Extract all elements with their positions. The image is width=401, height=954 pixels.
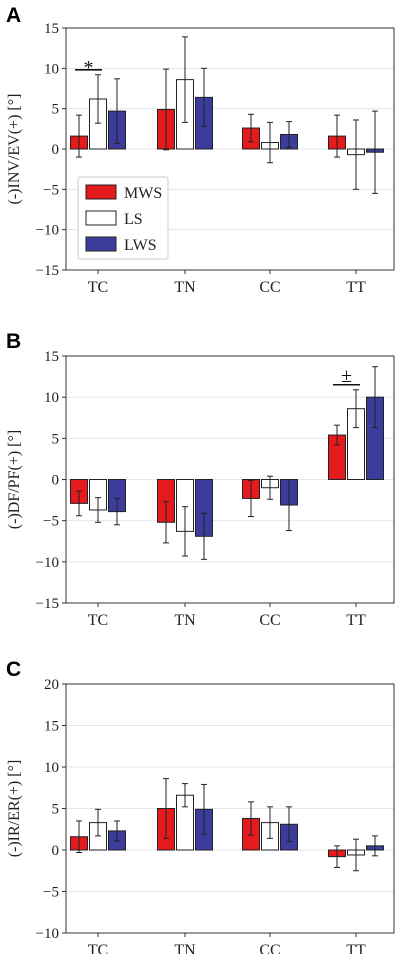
y-tick-label: −15 bbox=[36, 263, 59, 279]
legend-swatch-mws bbox=[85, 184, 117, 200]
legend-label-lws: LWS bbox=[124, 237, 157, 254]
significance-marker: ± bbox=[341, 365, 352, 387]
panel-c: C −10 −5 0 5 10 15 20 (-)IR/ER(+) [°] TC TN CC TT bbox=[6, 658, 395, 954]
x-tick-label: CC bbox=[259, 612, 280, 629]
y-tick-label: −10 bbox=[36, 926, 59, 942]
y-tick-label: 5 bbox=[52, 431, 60, 447]
y-tick-label: 15 bbox=[44, 349, 59, 365]
significance-marker: * bbox=[84, 57, 94, 79]
x-tick-label: CC bbox=[259, 942, 280, 954]
legend-label-mws: MWS bbox=[124, 185, 162, 202]
x-tick-label: TT bbox=[346, 612, 366, 629]
y-tick-label: −10 bbox=[36, 555, 59, 571]
y-tick-label: 0 bbox=[52, 142, 60, 158]
panel-b: B −15 −10 −5 0 5 10 15 (-)DF/PF(+) [°] TC TN CC TT ± bbox=[6, 330, 395, 629]
x-tick-label: TT bbox=[346, 279, 366, 296]
x-tick-label: CC bbox=[259, 279, 280, 296]
y-tick-label: −5 bbox=[43, 514, 59, 530]
y-tick-label: −10 bbox=[36, 223, 59, 239]
x-tick-label: TN bbox=[174, 279, 196, 296]
y-tick-label: −5 bbox=[43, 885, 59, 901]
panel-a: A −15 −10 −5 0 5 10 15 (-)INV/EV(+) [°] TC TN CC TT *… bbox=[6, 4, 395, 296]
legend-swatch-ls bbox=[85, 210, 117, 226]
x-tick-label: TN bbox=[174, 612, 196, 629]
y-tick-label: 20 bbox=[44, 677, 59, 693]
y-tick-label: 10 bbox=[44, 390, 59, 406]
panel-letter: B bbox=[6, 330, 21, 353]
y-axis-label: (-)INV/EV(+) [°] bbox=[6, 94, 23, 205]
y-tick-label: 10 bbox=[44, 61, 59, 77]
x-tick-label: TC bbox=[88, 612, 108, 629]
x-tick-label: TN bbox=[174, 942, 196, 954]
y-tick-label: −5 bbox=[43, 182, 59, 198]
y-tick-label: 15 bbox=[44, 719, 59, 735]
y-tick-label: 5 bbox=[52, 102, 60, 118]
legend-label-ls: LS bbox=[124, 211, 143, 228]
x-tick-label: TT bbox=[346, 942, 366, 954]
y-tick-label: 0 bbox=[52, 843, 60, 859]
y-tick-label: −15 bbox=[36, 596, 59, 612]
panel-letter: A bbox=[6, 4, 21, 27]
x-tick-label: TC bbox=[88, 279, 108, 296]
legend-swatch-lws bbox=[85, 236, 117, 252]
x-tick-label: TC bbox=[88, 942, 108, 954]
y-tick-label: 10 bbox=[44, 760, 59, 776]
y-axis-label: (-)DF/PF(+) [°] bbox=[6, 430, 23, 529]
y-axis-label: (-)IR/ER(+) [°] bbox=[6, 760, 23, 858]
y-tick-label: 15 bbox=[44, 21, 59, 37]
y-tick-label: 0 bbox=[52, 473, 60, 489]
panel-letter: C bbox=[6, 658, 21, 681]
y-tick-label: 5 bbox=[52, 802, 60, 818]
